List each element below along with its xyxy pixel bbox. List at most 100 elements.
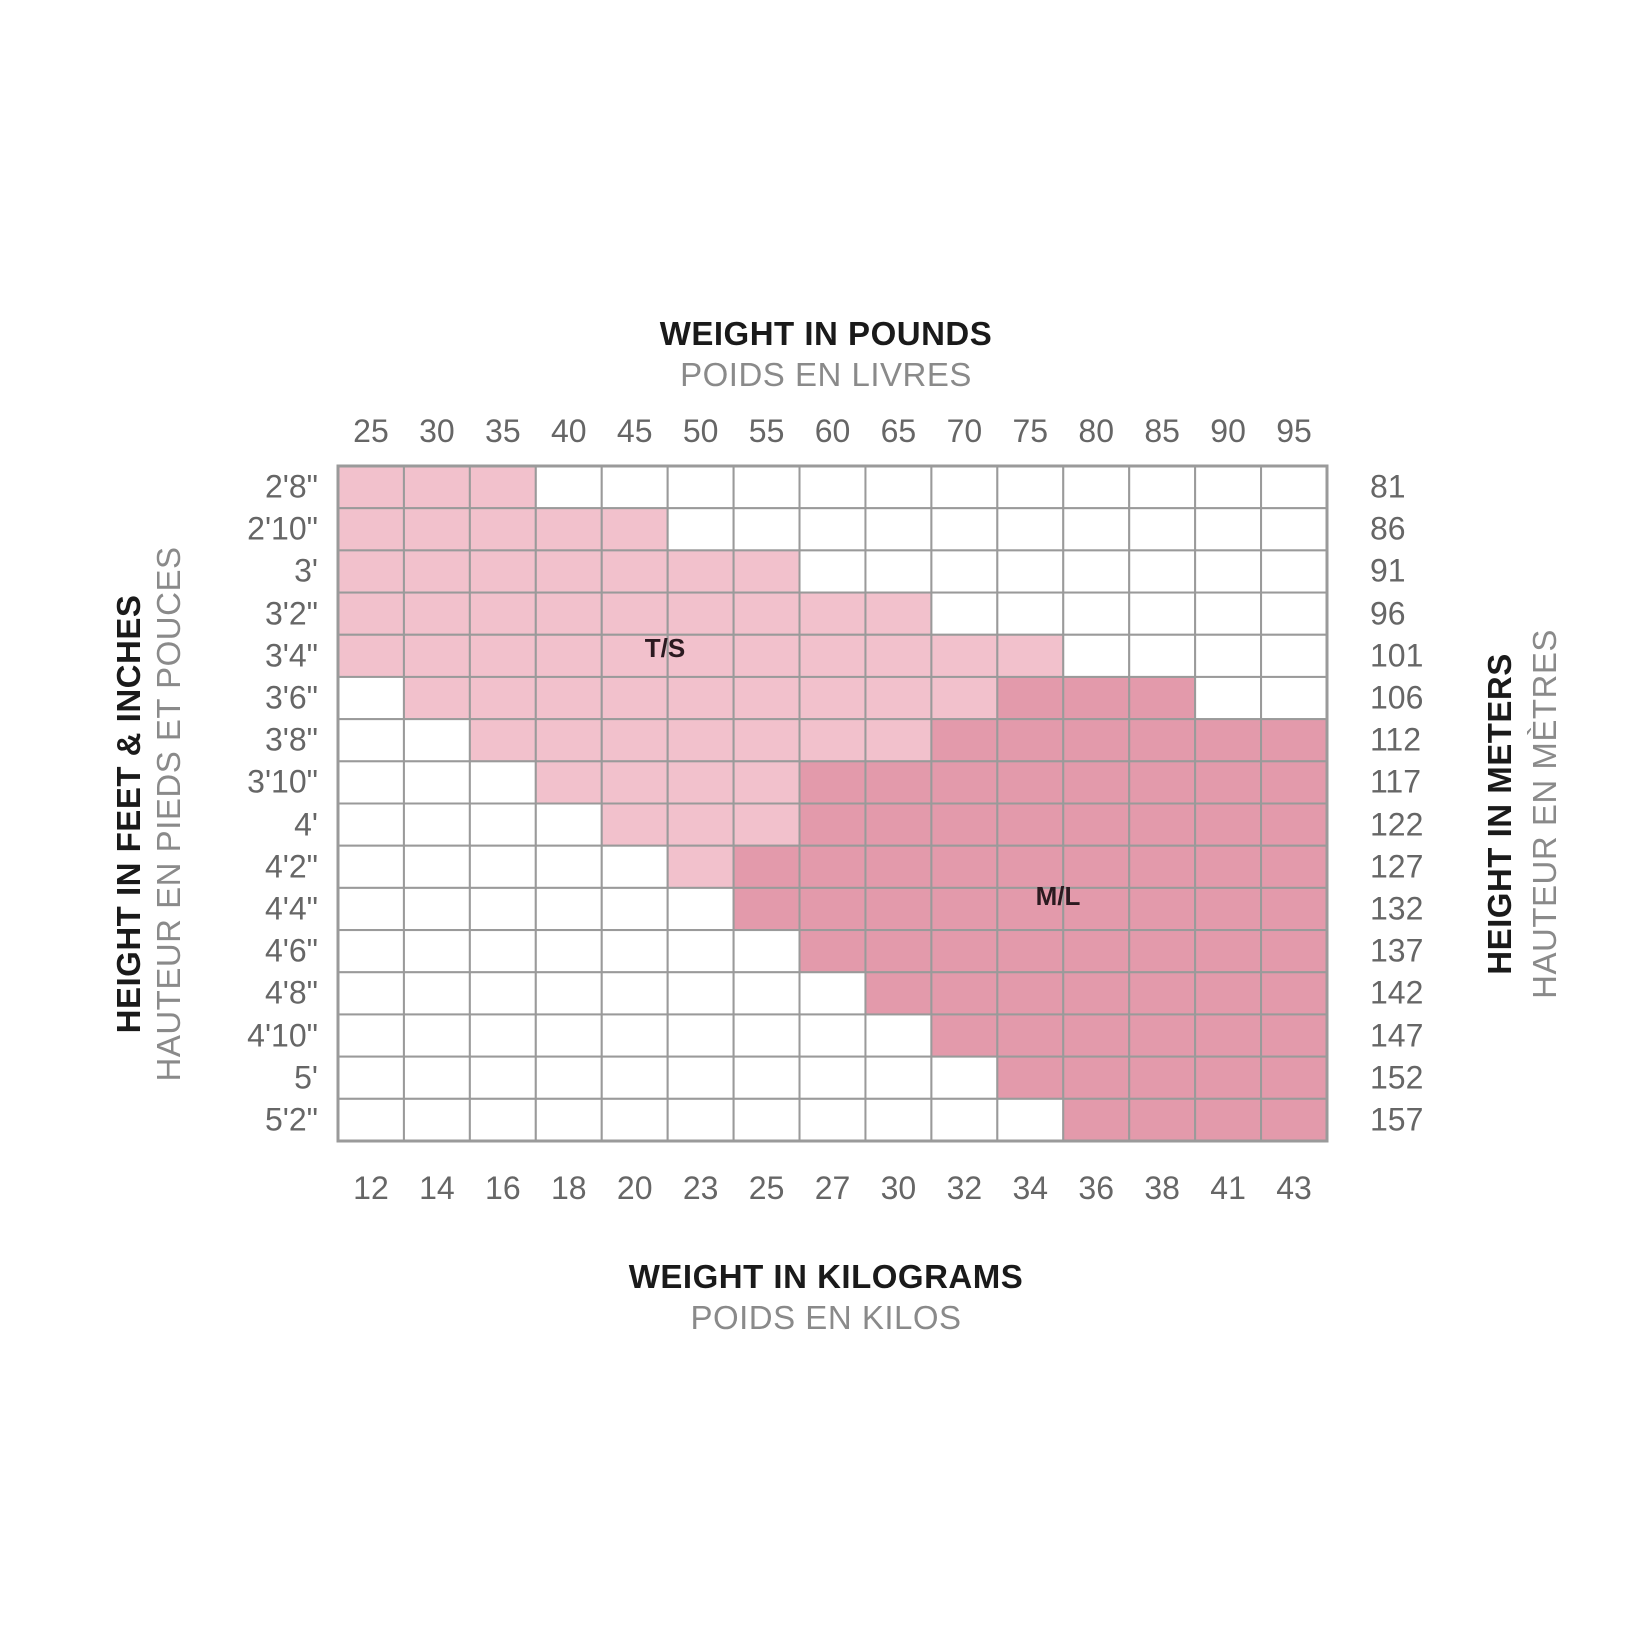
cell-ts — [337, 591, 405, 636]
cell-ml — [798, 844, 867, 889]
cell-ts — [600, 760, 669, 805]
right-axis-title: HEIGHT IN METERS — [1481, 653, 1518, 975]
cell-empty — [666, 1055, 735, 1100]
tick-kilograms: 36 — [1078, 1170, 1115, 1206]
tick-meters: 106 — [1370, 679, 1424, 716]
cell-ml — [1194, 718, 1263, 763]
cell-ts — [402, 633, 471, 678]
tick-feet-inches: 3' — [294, 552, 318, 589]
tick-pounds: 75 — [1012, 413, 1049, 449]
cell-ts — [534, 718, 603, 763]
tick-kilograms: 20 — [616, 1170, 653, 1206]
cell-empty — [666, 886, 735, 932]
cell-ml — [996, 802, 1065, 847]
cell-ts — [666, 675, 735, 721]
cell-ts — [468, 507, 537, 552]
cell-ml — [930, 760, 999, 805]
cell-empty — [798, 507, 867, 552]
tick-meters: 127 — [1370, 848, 1424, 885]
cell-empty — [1128, 465, 1197, 510]
tick-meters: 147 — [1370, 1017, 1424, 1054]
cell-empty — [798, 971, 867, 1016]
tick-kilograms: 18 — [550, 1170, 587, 1206]
tick-feet-inches: 5'2" — [264, 1101, 318, 1138]
cell-empty — [534, 1013, 603, 1058]
cell-empty — [864, 1097, 933, 1142]
cell-empty — [1062, 465, 1131, 510]
cell-ml — [930, 1013, 999, 1058]
cell-empty — [996, 465, 1065, 510]
cell-ml — [1128, 844, 1197, 889]
cell-ml — [1128, 675, 1197, 721]
cell-ml — [930, 929, 999, 974]
cell-ts — [930, 675, 999, 721]
cell-empty — [930, 507, 999, 552]
cell-ts — [732, 591, 801, 636]
cell-ml — [930, 718, 999, 763]
cell-empty — [534, 1055, 603, 1100]
tick-feet-inches: 4'6" — [264, 932, 318, 969]
cell-empty — [337, 718, 405, 763]
cell-ml — [1128, 718, 1197, 763]
tick-meters: 117 — [1370, 763, 1422, 800]
cell-empty — [798, 465, 867, 510]
cell-ts — [930, 633, 999, 678]
cell-empty — [600, 886, 669, 932]
tick-meters: 142 — [1370, 974, 1424, 1011]
cell-ml — [930, 886, 999, 932]
cell-ml — [1062, 1013, 1131, 1058]
cell-empty — [1194, 549, 1263, 594]
cell-ml — [1194, 760, 1263, 805]
tick-feet-inches: 2'8" — [264, 468, 318, 505]
cell-ts — [468, 591, 537, 636]
cell-empty — [864, 1055, 933, 1100]
cell-empty — [468, 1013, 537, 1058]
right-axis-subtitle: HAUTEUR EN MÈTRES — [1526, 629, 1563, 999]
cell-empty — [1128, 549, 1197, 594]
cell-ml — [1194, 1097, 1263, 1142]
cell-ts — [468, 465, 537, 510]
tick-feet-inches: 3'4" — [264, 637, 318, 674]
cell-ts — [864, 633, 933, 678]
cell-empty — [534, 886, 603, 932]
cell-ml — [864, 802, 933, 847]
cell-empty — [534, 1097, 603, 1142]
cell-ts — [534, 675, 603, 721]
tick-kilograms: 25 — [748, 1170, 785, 1206]
cell-ml — [1062, 971, 1131, 1016]
tick-kilograms: 32 — [946, 1170, 983, 1206]
left-axis-subtitle: HAUTEUR EN PIEDS ET POUCES — [150, 546, 187, 1082]
tick-meters: 86 — [1370, 510, 1406, 547]
cell-ts — [468, 549, 537, 594]
cell-ml — [1128, 929, 1197, 974]
cell-ts — [864, 718, 933, 763]
cell-ts — [600, 549, 669, 594]
cell-empty — [1260, 633, 1328, 678]
cell-empty — [600, 844, 669, 889]
cell-empty — [337, 675, 405, 721]
tick-pounds: 40 — [550, 413, 587, 449]
cell-ts — [666, 549, 735, 594]
cell-empty — [666, 971, 735, 1016]
cell-empty — [666, 1097, 735, 1142]
tick-meters: 81 — [1370, 468, 1406, 505]
cell-empty — [732, 1097, 801, 1142]
cell-ts — [534, 760, 603, 805]
cell-ml — [1260, 718, 1328, 763]
cell-ts — [402, 549, 471, 594]
cell-empty — [337, 886, 405, 932]
cell-ts — [337, 549, 405, 594]
cell-ml — [996, 844, 1065, 889]
cell-ts — [468, 675, 537, 721]
cell-empty — [666, 465, 735, 510]
cell-ts — [600, 675, 669, 721]
cell-empty — [1128, 591, 1197, 636]
cell-ml — [864, 929, 933, 974]
tick-pounds: 35 — [485, 413, 521, 449]
cell-ts — [798, 591, 867, 636]
cell-ts — [732, 802, 801, 847]
cell-ts — [534, 507, 603, 552]
cell-empty — [402, 760, 471, 805]
tick-kilograms: 41 — [1210, 1170, 1246, 1206]
